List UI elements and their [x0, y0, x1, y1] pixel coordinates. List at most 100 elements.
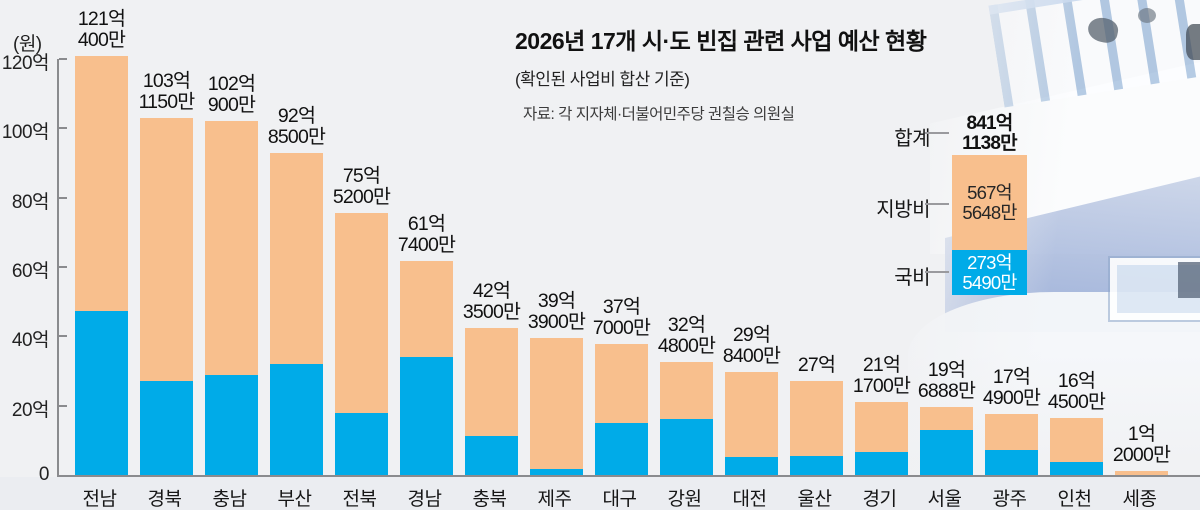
y-axis-unit-label: (원) — [13, 34, 42, 55]
bar-value-line: 103억 — [142, 69, 191, 92]
y-axis-tick — [59, 196, 67, 199]
photo-fade-overlay — [900, 0, 1200, 474]
bar-제주 — [530, 338, 583, 475]
bar-대전 — [725, 371, 778, 475]
bar-value-line: 7400만 — [397, 234, 456, 257]
bar-value-line: 39억 — [537, 290, 576, 313]
x-axis-label-전남: 전남 — [82, 489, 117, 510]
y-axis-tick-label: 40억 — [11, 330, 50, 352]
x-axis-label-서울: 서울 — [927, 489, 962, 510]
bar-value-line: 19억 — [927, 358, 966, 381]
x-axis-label-경기: 경기 — [862, 489, 897, 510]
y-axis-tick — [59, 127, 67, 130]
bar-value-line: 29억 — [732, 323, 771, 346]
x-axis-label-전북: 전북 — [342, 489, 377, 510]
bar-national-segment — [400, 357, 453, 475]
bar-충북 — [465, 328, 518, 475]
bar-value-line: 5200만 — [332, 186, 391, 209]
legend-label-local: 지방비 — [876, 199, 930, 221]
y-axis-tick-label: 120억 — [1, 53, 50, 74]
x-axis-label-인천: 인천 — [1057, 489, 1092, 510]
y-axis-tick — [59, 404, 67, 407]
bar-value-line: 121억 — [77, 7, 126, 30]
legend-label-total: 합계 — [894, 128, 930, 150]
bar-value-line: 16억 — [1057, 369, 1096, 392]
bar-부산 — [270, 152, 323, 475]
chart-title: 2026년 17개 시·도 빈집 관련 사업 예산 현황 — [515, 28, 927, 54]
bar-national-segment — [270, 363, 323, 475]
bar-전북 — [335, 213, 388, 475]
bar-national-segment — [465, 436, 518, 475]
bar-national-segment — [205, 374, 258, 475]
bar-value-line: 75억 — [342, 165, 381, 188]
bar-value-label: 102억 900만 — [207, 74, 256, 117]
bar-울산 — [790, 381, 843, 475]
bar-대구 — [595, 344, 648, 475]
bar-value-line: 8400만 — [722, 344, 781, 367]
legend-dash — [925, 271, 949, 273]
bar-value-line: 21억 — [862, 353, 901, 376]
bar-value-line: 4900만 — [982, 387, 1041, 410]
bar-전남 — [75, 55, 128, 475]
y-axis-tick-label: 20억 — [11, 399, 50, 421]
legend-total-value-line2: 1138만 — [962, 133, 1018, 154]
bar-value-line: 3500만 — [462, 301, 521, 324]
bar-value-label: 121억 400만 — [77, 7, 126, 51]
bar-value-label: 1억 2000만 — [1112, 423, 1171, 466]
bar-value-label: 32억 4800만 — [657, 314, 716, 358]
bar-national-segment — [855, 451, 908, 475]
y-axis-tick — [59, 266, 67, 268]
bar-national-segment — [725, 457, 778, 475]
bar-value-label: 103억 1150만 — [138, 69, 196, 113]
x-axis-label-대구: 대구 — [602, 489, 637, 510]
bar-value-line: 1150만 — [138, 90, 196, 113]
y-axis-tick-label: 0 — [38, 464, 50, 485]
x-axis-label-제주: 제주 — [537, 489, 572, 510]
bar-value-label: 16억 4500만 — [1047, 369, 1106, 413]
bar-value-label: 29억 8400만 — [722, 323, 781, 367]
bar-national-segment — [1050, 461, 1103, 475]
legend-national-block: 273억 5490만 — [952, 250, 1027, 295]
bar-서울 — [920, 406, 973, 475]
bar-chart-plot: 120억 100억 80억 60억 40억 20억 0 121억 400만 103억 1150만 10… — [2, 8, 1200, 485]
bar-value-line: 61억 — [407, 213, 446, 236]
x-axis-label-부산: 부산 — [277, 489, 312, 510]
legend-total-value: 841억 1138만 — [952, 114, 1027, 154]
bar-value-label: 27억 — [798, 355, 836, 376]
bar-value-label: 39억 3900만 — [528, 290, 586, 333]
bar-national-segment — [790, 455, 843, 475]
legend-local-value-line1: 567억 — [967, 181, 1012, 203]
bar-value-line: 2000만 — [1112, 443, 1171, 466]
legend-total-value-line1: 841억 — [966, 113, 1014, 134]
bar-national-segment — [335, 413, 388, 475]
bar-value-line: 4800만 — [657, 335, 716, 358]
legend-dash — [925, 132, 949, 134]
bar-value-line: 17억 — [992, 366, 1031, 389]
legend-dash — [925, 203, 949, 205]
bar-value-line: 900만 — [207, 94, 256, 117]
bar-value-line: 4500만 — [1047, 390, 1106, 413]
x-axis-label-충남: 충남 — [212, 489, 247, 510]
bar-value-line: 7000만 — [592, 317, 651, 340]
bar-value-label: 17억 4900만 — [982, 366, 1041, 410]
bar-value-label: 21억 1700만 — [853, 353, 911, 397]
legend-national-value-line1: 273억 — [967, 251, 1012, 273]
legend-local-value-line2: 5648만 — [962, 201, 1017, 223]
bar-value-label: 61억 7400만 — [397, 213, 456, 257]
bar-광주 — [985, 414, 1038, 475]
bar-national-segment — [595, 423, 648, 475]
chart-source: 자료: 각 지자체·더불어민주당 권칠승 의원실 — [523, 106, 795, 123]
bar-national-segment — [530, 469, 583, 475]
x-axis-label-강원: 강원 — [667, 489, 702, 510]
bar-인천 — [1050, 417, 1103, 475]
bar-value-line: 6888만 — [917, 379, 976, 402]
x-axis-strip — [0, 477, 1200, 510]
bar-value-label: 19억 6888만 — [917, 358, 976, 402]
x-axis-label-충북: 충북 — [472, 489, 507, 510]
bar-경남 — [400, 261, 453, 475]
bar-충남 — [205, 121, 258, 475]
bar-value-label: 92억 8500만 — [268, 105, 326, 148]
bar-value-line: 32억 — [667, 314, 706, 337]
legend-national-value-line2: 5490만 — [962, 271, 1017, 293]
